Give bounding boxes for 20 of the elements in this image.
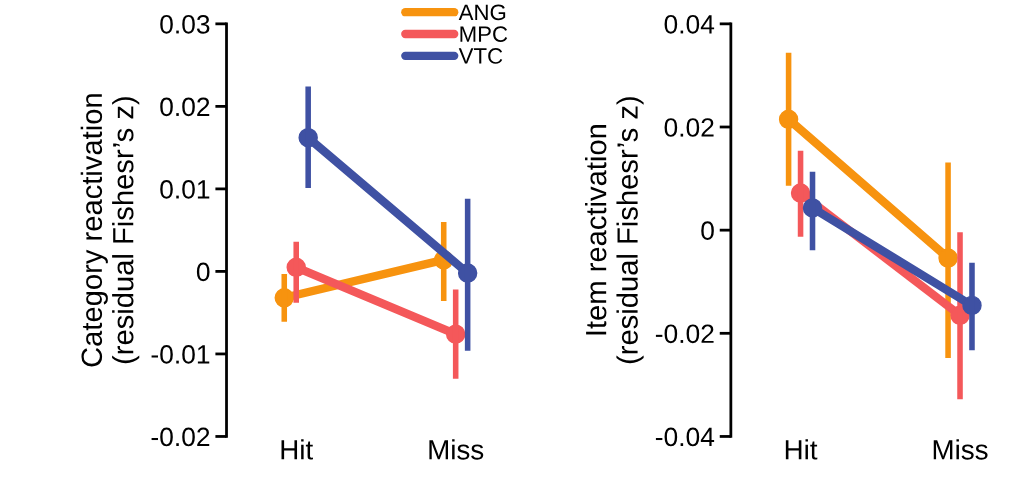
y-tick-label: 0.02 <box>664 118 714 137</box>
x-tick-label: Hit <box>785 439 818 460</box>
y-axis-title: Category reactivation (residual Fishesr’s z) <box>80 94 140 367</box>
x-tick-label: Miss <box>933 439 988 460</box>
legend-label: MPC <box>460 26 508 43</box>
y-tick-label: 0 <box>196 262 210 282</box>
legend-label: ANG <box>458 4 506 21</box>
y-tick-label: -0.02 <box>655 324 714 344</box>
x-tick-label: Hit <box>281 439 313 460</box>
y-tick-label: -0.01 <box>151 345 210 364</box>
y-tick-label: 0.03 <box>160 14 210 34</box>
y-tick-label: 0 <box>701 221 714 240</box>
y-tick-label: 0.02 <box>160 97 210 117</box>
y-tick-label: 0.04 <box>664 14 715 34</box>
y-tick-label: 0.01 <box>160 180 210 199</box>
y-axis-title: Item reactivation (residual Fishesr’s z) <box>585 97 644 364</box>
y-tick-label: -0.04 <box>655 427 715 447</box>
legend-label: VTC <box>458 48 503 64</box>
x-tick-label: Miss <box>429 439 484 460</box>
y-tick-label: -0.02 <box>151 427 210 447</box>
